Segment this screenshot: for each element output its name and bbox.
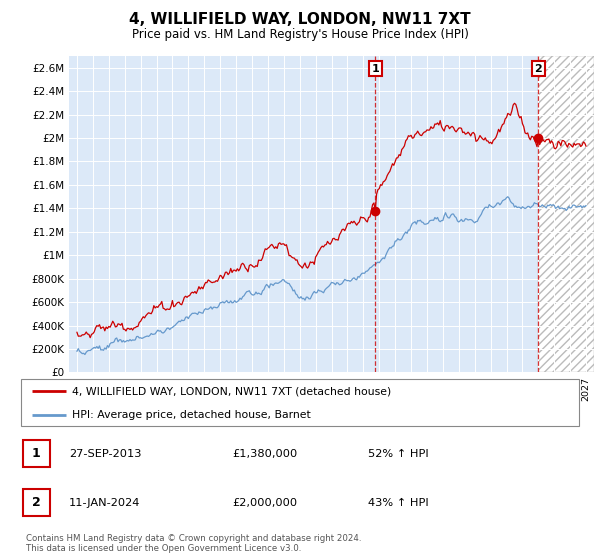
Bar xyxy=(538,56,594,372)
Text: 1: 1 xyxy=(32,447,40,460)
Bar xyxy=(375,56,538,372)
Text: HPI: Average price, detached house, Barnet: HPI: Average price, detached house, Barn… xyxy=(71,410,310,420)
Text: £1,380,000: £1,380,000 xyxy=(232,449,298,459)
Text: 4, WILLIFIELD WAY, LONDON, NW11 7XT (detached house): 4, WILLIFIELD WAY, LONDON, NW11 7XT (det… xyxy=(71,386,391,396)
FancyBboxPatch shape xyxy=(21,379,579,426)
FancyBboxPatch shape xyxy=(23,440,50,468)
Text: 11-JAN-2024: 11-JAN-2024 xyxy=(69,498,140,508)
Text: Price paid vs. HM Land Registry's House Price Index (HPI): Price paid vs. HM Land Registry's House … xyxy=(131,29,469,41)
Text: 2: 2 xyxy=(32,496,40,509)
Text: £2,000,000: £2,000,000 xyxy=(232,498,298,508)
Text: 43% ↑ HPI: 43% ↑ HPI xyxy=(368,498,428,508)
Text: 52% ↑ HPI: 52% ↑ HPI xyxy=(368,449,428,459)
Text: Contains HM Land Registry data © Crown copyright and database right 2024.
This d: Contains HM Land Registry data © Crown c… xyxy=(26,534,362,553)
Text: 4, WILLIFIELD WAY, LONDON, NW11 7XT: 4, WILLIFIELD WAY, LONDON, NW11 7XT xyxy=(129,12,471,27)
Text: 2: 2 xyxy=(535,64,542,74)
Text: 1: 1 xyxy=(371,64,379,74)
Text: 27-SEP-2013: 27-SEP-2013 xyxy=(69,449,141,459)
FancyBboxPatch shape xyxy=(23,489,50,516)
